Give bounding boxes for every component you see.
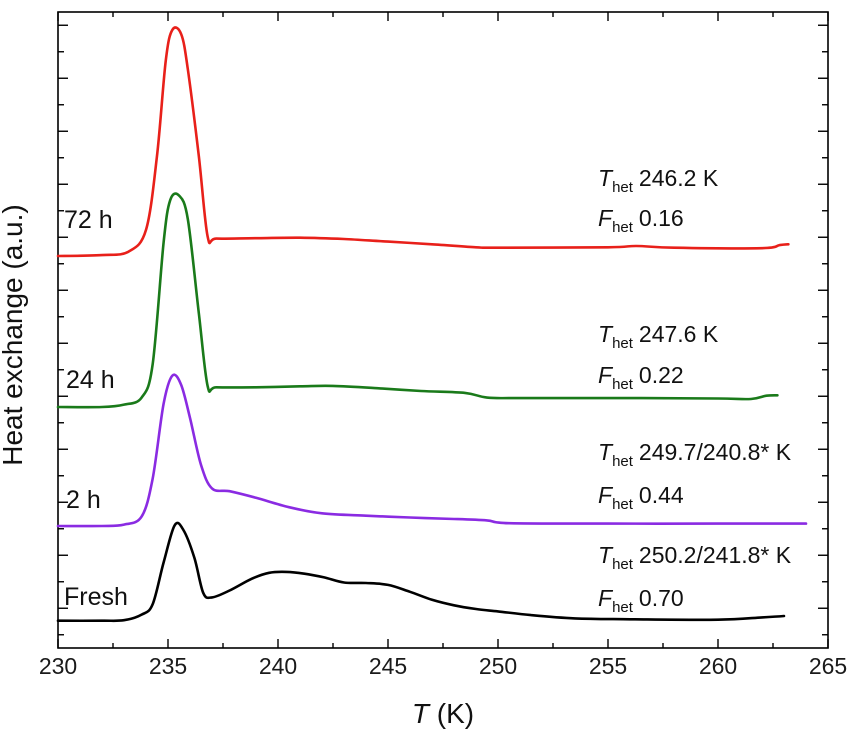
t-het-value: 249.7/240.8* K xyxy=(639,439,792,465)
x-ticks xyxy=(57,12,829,648)
series-label: 72 h xyxy=(64,206,113,234)
f-symbol: F xyxy=(598,482,614,508)
x-axis-title: T (K) xyxy=(412,698,474,729)
x-tick-label: 255 xyxy=(589,653,627,679)
series-label: Fresh xyxy=(64,583,128,611)
x-tick-labels: 230 235 240 245 250 255 260 265 xyxy=(39,653,847,679)
series-labels: Fresh 2 h 24 h 72 h xyxy=(64,206,128,611)
series-lines xyxy=(56,26,808,623)
t-het-annotation: Thet 249.7/240.8* K xyxy=(598,439,792,470)
t-symbol: T xyxy=(598,165,614,191)
series-line-24h xyxy=(56,192,779,409)
f-het-annotation: Fhet 0.70 xyxy=(598,585,684,616)
x-tick-label: 265 xyxy=(809,653,847,679)
het-subscript: het xyxy=(612,179,634,196)
het-subscript: het xyxy=(612,556,634,573)
x-tick-label: 230 xyxy=(39,653,77,679)
x-axis-unit: (K) xyxy=(429,698,474,729)
het-subscript: het xyxy=(612,219,634,236)
x-tick-label: 260 xyxy=(699,653,737,679)
f-het-value: 0.22 xyxy=(639,362,684,388)
f-symbol: F xyxy=(598,205,614,231)
y-ticks xyxy=(58,24,828,636)
series-label: 2 h xyxy=(66,486,101,514)
f-het-annotation: Fhet 0.44 xyxy=(598,482,684,513)
series-line-fresh xyxy=(56,521,786,623)
f-het-value: 0.16 xyxy=(639,205,684,231)
t-het-value: 247.6 K xyxy=(639,321,719,347)
series-line-2h xyxy=(56,373,808,528)
f-symbol: F xyxy=(598,585,614,611)
t-het-value: 246.2 K xyxy=(639,165,719,191)
t-symbol: T xyxy=(598,321,614,347)
t-het-annotation: Thet 250.2/241.8* K xyxy=(598,542,792,573)
f-het-annotation: Fhet 0.16 xyxy=(598,205,684,236)
series-line-72h xyxy=(56,26,790,258)
annotations: Thet 246.2 K Fhet 0.16 Thet 247.6 K Fhet 0.22 Th… xyxy=(598,165,792,616)
x-tick-label: 245 xyxy=(369,653,407,679)
series-label: 24 h xyxy=(66,366,115,394)
het-subscript: het xyxy=(612,453,634,470)
f-het-value: 0.70 xyxy=(639,585,684,611)
y-axis-title: Heat exchange (a.u.) xyxy=(0,204,28,466)
x-axis-var: T xyxy=(412,698,431,729)
f-symbol: F xyxy=(598,362,614,388)
t-het-annotation: Thet 247.6 K xyxy=(598,321,719,352)
t-symbol: T xyxy=(598,439,614,465)
het-subscript: het xyxy=(612,335,634,352)
x-tick-label: 235 xyxy=(149,653,187,679)
t-symbol: T xyxy=(598,542,614,568)
f-het-value: 0.44 xyxy=(639,482,684,508)
het-subscript: het xyxy=(612,376,634,393)
x-tick-label: 240 xyxy=(259,653,297,679)
t-het-value: 250.2/241.8* K xyxy=(639,542,792,568)
f-het-annotation: Fhet 0.22 xyxy=(598,362,684,393)
het-subscript: het xyxy=(612,496,634,513)
t-het-annotation: Thet 246.2 K xyxy=(598,165,719,196)
het-subscript: het xyxy=(612,599,634,616)
x-tick-label: 250 xyxy=(479,653,517,679)
